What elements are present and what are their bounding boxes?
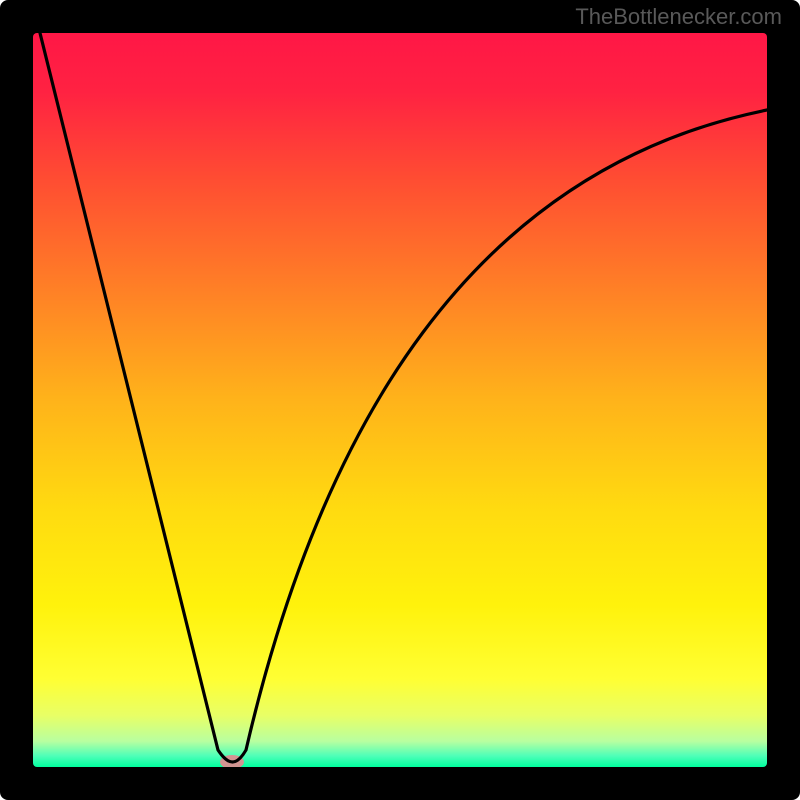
bottleneck-chart — [0, 0, 800, 800]
watermark-text: TheBottlenecker.com — [575, 4, 782, 30]
chart-container: TheBottlenecker.com — [0, 0, 800, 800]
